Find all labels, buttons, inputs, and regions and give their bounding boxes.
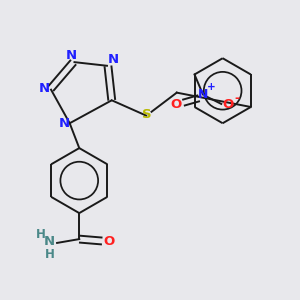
Text: +: + xyxy=(207,82,216,92)
Text: O: O xyxy=(223,98,234,111)
Text: H: H xyxy=(44,248,54,261)
Text: N: N xyxy=(107,53,118,66)
Text: -: - xyxy=(235,92,240,105)
Text: N: N xyxy=(66,50,77,62)
Text: S: S xyxy=(142,108,152,121)
Text: N: N xyxy=(59,118,70,130)
Text: H: H xyxy=(36,228,46,241)
Text: N: N xyxy=(198,88,208,101)
Text: N: N xyxy=(38,82,50,95)
Text: N: N xyxy=(44,235,55,248)
Text: O: O xyxy=(170,98,182,111)
Text: O: O xyxy=(103,235,115,248)
